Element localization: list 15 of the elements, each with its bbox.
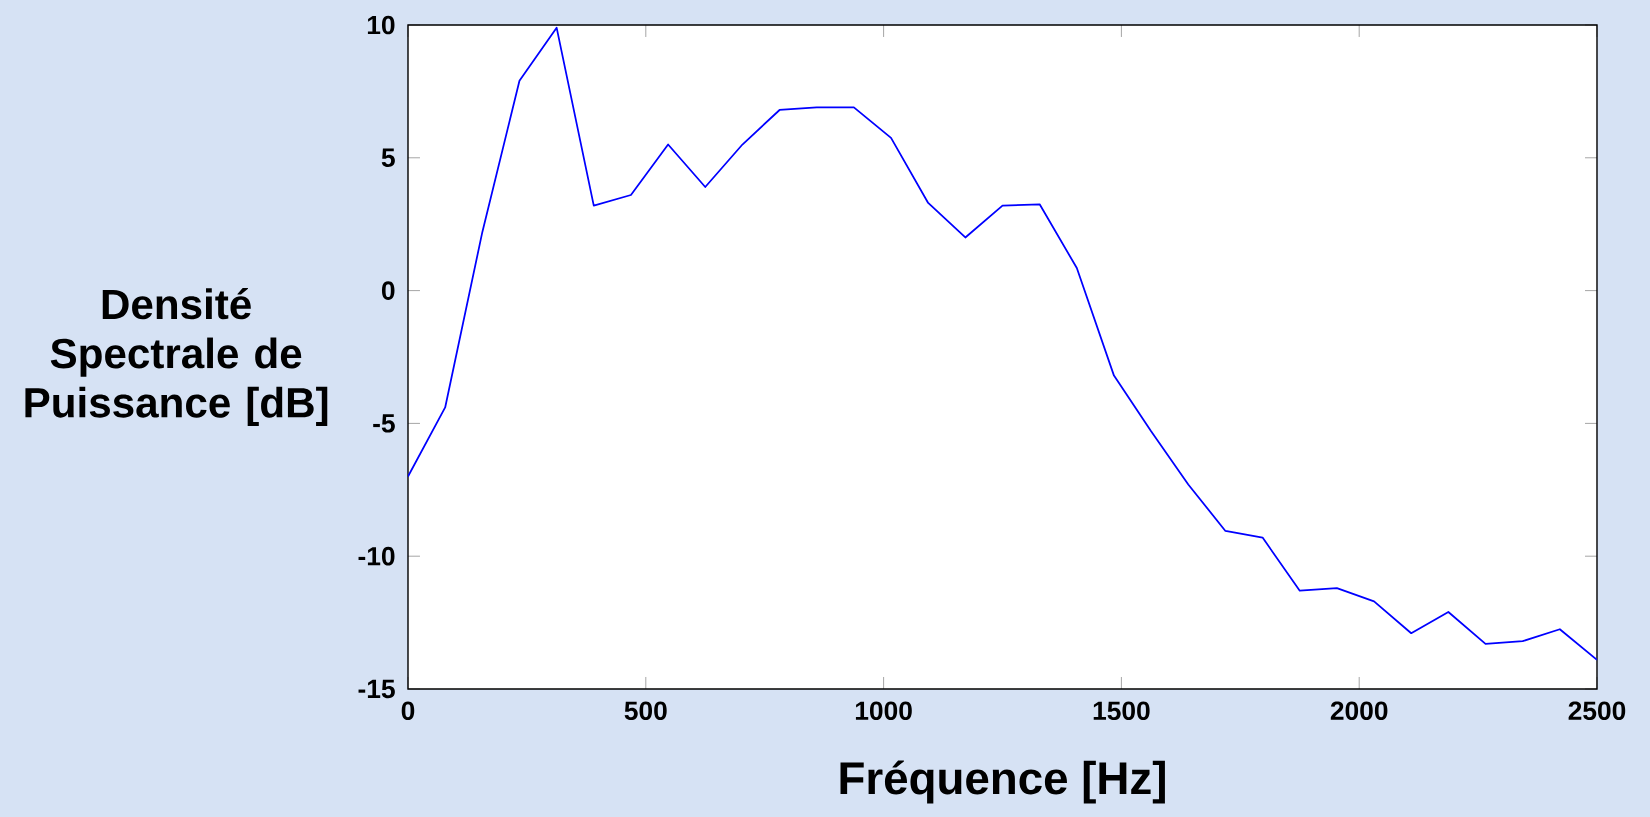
x-tick-label: 500 [624,701,667,721]
y-tick-label: 5 [381,148,395,168]
x-axis-title: Fréquence [Hz] [840,760,1165,804]
y-tick-label: -5 [373,414,395,433]
y-tick-label: 10 [367,15,395,35]
line-series [408,26,1597,661]
y-tick-label: -10 [358,546,395,566]
x-tick-label: 2000 [1330,701,1388,721]
x-tick-label: 1500 [1093,701,1150,721]
x-tick-label: 2500 [1568,701,1626,721]
y-axis-title: Densité Spectrale de Puissance [dB] [25,287,328,427]
x-tick-label: 1000 [855,701,912,721]
x-tick-label: 0 [401,701,415,721]
y-tick-label: 0 [381,281,395,300]
y-tick-label: -15 [358,679,395,699]
